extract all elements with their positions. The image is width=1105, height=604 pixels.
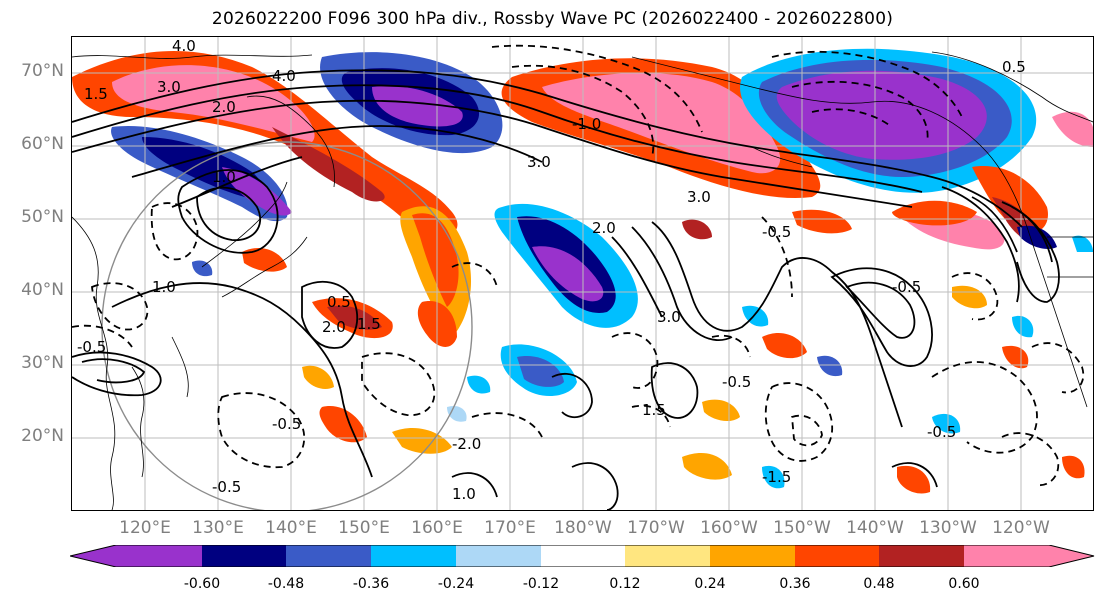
contour-label: 3.0 [157,78,181,96]
contour-label: 2.0 [212,98,236,116]
contour-label: 1.0 [212,168,236,186]
lon-label: 160°E [411,518,463,538]
colorbar-tick: 0.60 [948,576,980,592]
contour-label: 4.0 [172,37,196,55]
lat-label: 60°N [21,134,64,154]
contour-label: 3.0 [657,308,681,326]
colorbar-segment [795,545,879,567]
colorbar-tick: -0.12 [522,576,560,592]
lat-label: 20°N [21,426,64,446]
lon-label: 160°W [700,518,758,538]
colorbar-extend-high [1049,545,1094,567]
lat-label: 30°N [21,353,64,373]
lon-label: 130°E [192,518,244,538]
contour-label: -0.5 [892,278,921,296]
colorbar-tick: 0.12 [609,576,641,592]
contour-label: 1.0 [452,485,476,503]
lon-label: 120°E [119,518,171,538]
colorbar-tick: -0.36 [352,576,390,592]
colorbar-tick: -0.24 [437,576,475,592]
contour-labels: 4.0 4.0 3.0 2.0 1.5 3.0 2.0 3.0 1.0 2.0 … [77,37,1026,503]
lon-label: 150°W [773,518,831,538]
contour-label: 1.5 [642,401,666,419]
divergence-shading [72,48,1093,494]
colorbar-tick: 0.48 [863,576,895,592]
colorbar-segment [456,545,541,567]
lon-label: 120°W [992,518,1050,538]
lat-label: 50°N [21,207,64,227]
contour-label: -0.5 [77,338,106,356]
gridlines [72,37,1093,510]
contour-label: -0.5 [212,478,241,496]
contour-label: 4.0 [272,67,296,85]
negative-contours [72,44,1085,486]
lat-label: 70°N [21,61,64,81]
contour-label: 1.5 [357,315,381,333]
positive-contours [72,69,1060,510]
lon-label: 140°E [265,518,317,538]
colorbar-segment [286,545,371,567]
lon-label: 140°W [846,518,904,538]
lon-label: 130°W [919,518,977,538]
contour-label: -1.5 [762,468,791,486]
map-title: 2026022200 F096 300 hPa div., Rossby Wav… [211,9,894,29]
lat-label: 40°N [21,280,64,300]
colorbar-segment [202,545,286,567]
lon-label: 170°W [627,518,685,538]
lon-label: 150°E [338,518,390,538]
colorbar-segment [964,545,1049,567]
lon-label: 170°E [484,518,536,538]
colorbar-segment [116,545,202,567]
contour-label: -0.5 [272,415,301,433]
lon-label: 180°W [554,518,612,538]
contour-label: -1.0 [572,115,601,133]
colorbar [70,545,1095,567]
colorbar-segment [541,545,625,567]
contour-label: 3.0 [527,153,551,171]
contour-label: 1.5 [84,85,108,103]
contour-label: 0.5 [327,293,351,311]
contour-label: -0.5 [722,373,751,391]
colorbar-segment [710,545,795,567]
colorbar-extend-low [70,545,116,567]
map-panel: 4.0 4.0 3.0 2.0 1.5 3.0 2.0 3.0 1.0 2.0 … [71,36,1094,511]
contour-label: 1.0 [152,278,176,296]
colorbar-tick: 0.24 [694,576,726,592]
colorbar-tick: -0.60 [183,576,221,592]
colorbar-segment [879,545,964,567]
colorbar-tick: 0.36 [779,576,811,592]
contour-label: -0.5 [762,223,791,241]
colorbar-tick: -0.48 [267,576,305,592]
contour-label: -2.0 [452,435,481,453]
colorbar-segment [625,545,710,567]
contour-label: 2.0 [592,219,616,237]
map-canvas: 4.0 4.0 3.0 2.0 1.5 3.0 2.0 3.0 1.0 2.0 … [72,37,1093,510]
contour-label: 3.0 [687,188,711,206]
contour-label: -0.5 [927,423,956,441]
colorbar-segment [371,545,456,567]
contour-label: 2.0 [322,318,346,336]
contour-label: 0.5 [1002,58,1026,76]
